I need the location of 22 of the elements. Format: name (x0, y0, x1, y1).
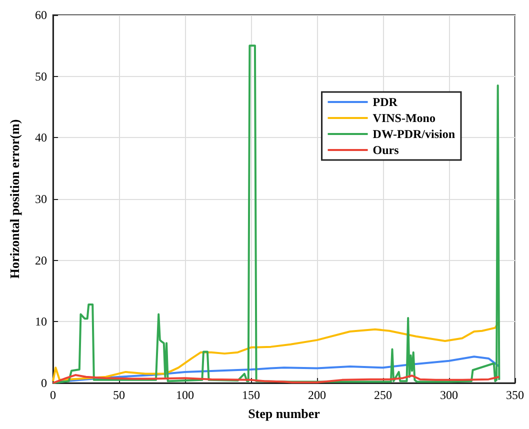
y-tick-label: 10 (35, 314, 47, 329)
legend-label: DW-PDR/vision (372, 127, 456, 141)
y-tick-label: 20 (35, 253, 47, 268)
x-tick-label: 200 (308, 388, 326, 402)
x-tick-label: 50 (113, 388, 125, 402)
x-tick-label: 250 (374, 388, 392, 402)
x-tick-label: 350 (506, 388, 524, 402)
y-axis-title: Horizontal position error(m) (7, 119, 22, 279)
legend-label: VINS-Mono (372, 111, 436, 125)
y-tick-label: 30 (35, 192, 47, 206)
x-tick-label: 0 (50, 388, 56, 402)
x-tick-label: 300 (440, 388, 458, 402)
x-tick-label: 100 (176, 388, 194, 402)
y-tick-label: 60 (35, 8, 47, 22)
y-tick-label: 0 (41, 376, 47, 390)
line-series (52, 374, 500, 384)
x-axis-title: Step number (248, 406, 320, 421)
y-tick-label: 50 (35, 69, 47, 84)
x-tick-label: 150 (242, 388, 260, 402)
legend-label: Ours (372, 143, 400, 157)
legend-label: PDR (372, 95, 398, 109)
y-tick-label: 40 (35, 130, 47, 145)
